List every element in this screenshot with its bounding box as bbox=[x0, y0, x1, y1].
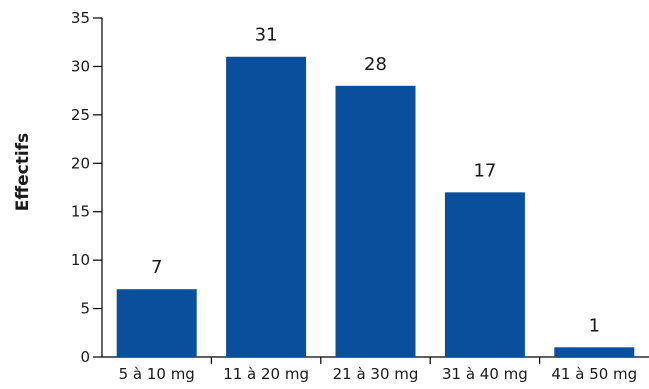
data-label: 17 bbox=[473, 160, 496, 181]
bar bbox=[116, 289, 197, 357]
x-tick-label: 5 à 10 mg bbox=[119, 365, 195, 383]
y-tick-label: 10 bbox=[71, 251, 90, 269]
y-tick-label: 15 bbox=[71, 203, 90, 221]
labels: 7 5 à 10 mg 31 11 à 20 mg 28 21 à 30 mg 17 31 à… bbox=[119, 25, 638, 383]
x-tick-label: 21 à 30 mg bbox=[333, 365, 419, 383]
bar bbox=[554, 347, 635, 357]
y-tick-label: 30 bbox=[71, 57, 90, 75]
bar bbox=[444, 192, 525, 357]
data-label: 28 bbox=[364, 54, 387, 75]
y-tick-label: 25 bbox=[71, 106, 90, 124]
x-tick-label: 31 à 40 mg bbox=[442, 365, 528, 383]
y-tick-label: 0 bbox=[80, 348, 90, 366]
y-tick-label: 35 bbox=[71, 9, 90, 27]
bar bbox=[226, 56, 307, 357]
data-label: 7 bbox=[151, 257, 162, 278]
bar bbox=[335, 85, 416, 358]
bars bbox=[116, 56, 635, 358]
y-tick-label: 20 bbox=[71, 154, 90, 172]
data-label: 31 bbox=[255, 25, 278, 46]
y-tick-label: 5 bbox=[80, 300, 90, 318]
x-tick-label: 41 à 50 mg bbox=[551, 365, 637, 383]
data-label: 1 bbox=[589, 315, 600, 336]
y-axis-title: Effectifs bbox=[13, 133, 33, 211]
x-tick-label: 11 à 20 mg bbox=[223, 365, 309, 383]
